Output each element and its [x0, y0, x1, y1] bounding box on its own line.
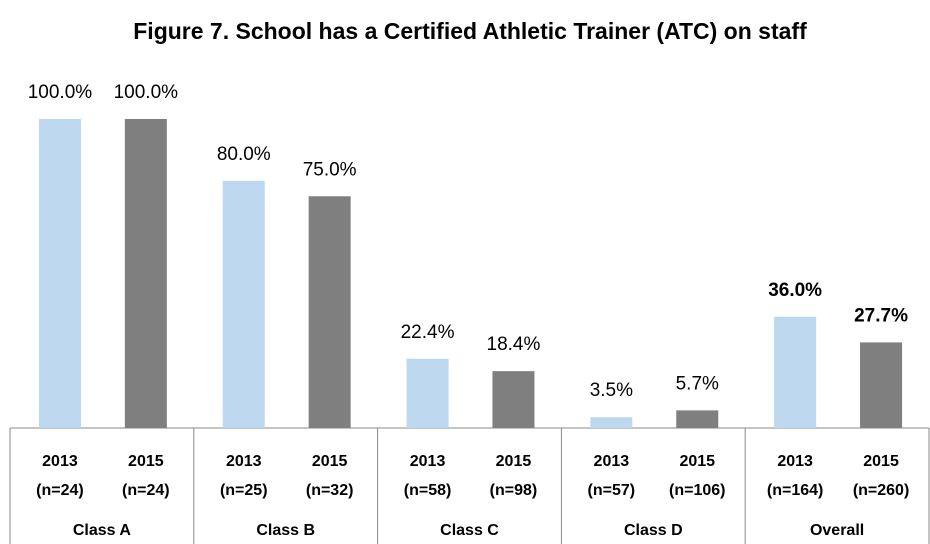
bar [774, 316, 817, 428]
series-label: 2013 [594, 453, 630, 470]
bar [492, 371, 535, 428]
n-label: (n=58) [404, 482, 452, 499]
value-label: 27.7% [854, 305, 908, 326]
value-label: 5.7% [676, 373, 719, 394]
bar [308, 196, 351, 428]
bar [406, 358, 449, 428]
series-label: 2013 [42, 453, 78, 470]
category-label: Class A [73, 522, 132, 539]
category-label: Class C [440, 522, 499, 539]
value-label: 80.0% [217, 144, 271, 165]
series-label: 2015 [863, 453, 899, 470]
series-label: 2015 [128, 453, 164, 470]
bar [676, 410, 719, 428]
value-label: 100.0% [114, 82, 179, 103]
n-label: (n=164) [767, 482, 823, 499]
bar [590, 417, 633, 428]
category-label: Class B [256, 522, 315, 539]
value-label: 75.0% [303, 159, 357, 180]
bar [860, 342, 903, 428]
n-label: (n=106) [669, 482, 725, 499]
series-label: 2015 [679, 453, 715, 470]
series-label: 2013 [226, 453, 262, 470]
category-label: Overall [810, 522, 864, 539]
bar [222, 180, 265, 428]
series-label: 2013 [777, 453, 813, 470]
series-label: 2015 [312, 453, 348, 470]
series-label: 2013 [410, 453, 446, 470]
n-label: (n=32) [306, 482, 354, 499]
bar [124, 119, 167, 428]
value-label: 3.5% [590, 380, 633, 401]
series-label: 2015 [496, 453, 532, 470]
bar [38, 119, 81, 428]
chart-title: Figure 7. School has a Certified Athleti… [133, 18, 807, 44]
n-label: (n=25) [220, 482, 268, 499]
value-label: 36.0% [768, 280, 822, 301]
value-label: 22.4% [401, 322, 455, 343]
value-label: 18.4% [487, 334, 541, 355]
value-label: 100.0% [28, 82, 93, 103]
n-label: (n=260) [853, 482, 909, 499]
n-label: (n=24) [122, 482, 170, 499]
category-label: Class D [624, 522, 683, 539]
n-label: (n=98) [490, 482, 538, 499]
n-label: (n=57) [588, 482, 636, 499]
n-label: (n=24) [36, 482, 84, 499]
